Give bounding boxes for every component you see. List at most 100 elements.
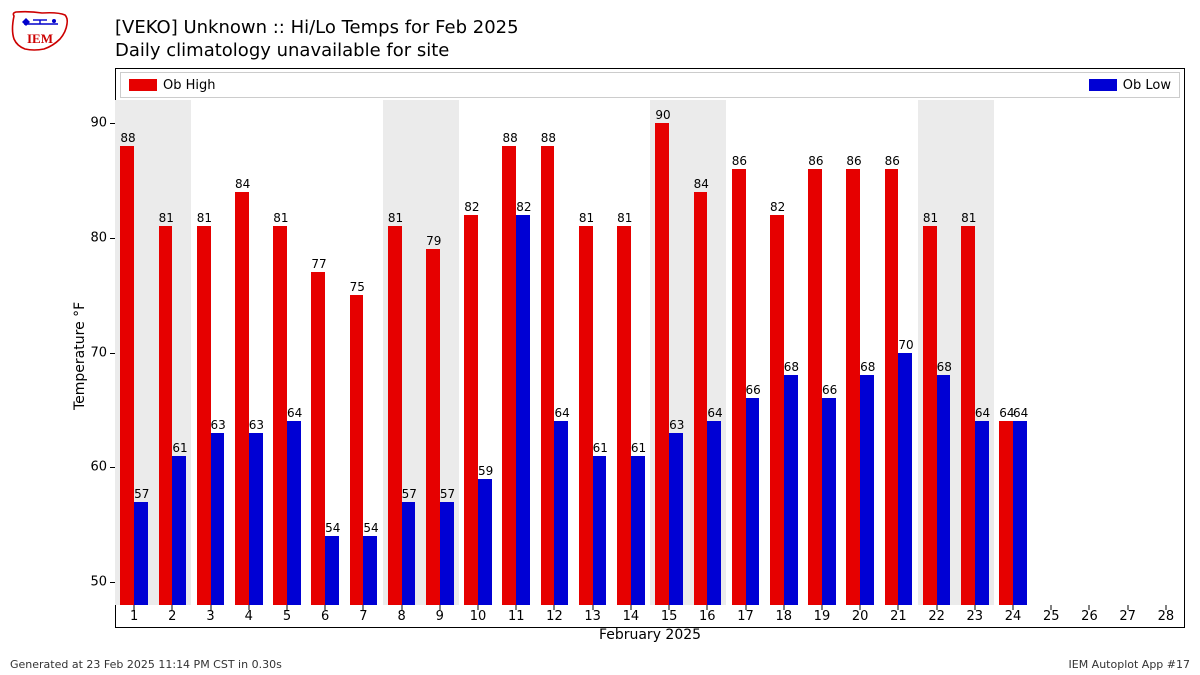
legend-item-high: Ob High [129,78,216,93]
bar-low-label: 61 [593,441,608,455]
bar-high-label: 86 [808,154,823,168]
bar-high-label: 81 [579,211,594,225]
x-tick-label: 19 [814,609,831,624]
bar-low [784,375,798,605]
bar-low-label: 57 [440,487,455,501]
bar-low [975,421,989,605]
x-tick-label: 14 [623,609,640,624]
bar-high [464,215,478,605]
bar-high [197,226,211,605]
bar-low-label: 64 [287,406,302,420]
bar-high-label: 81 [273,211,288,225]
x-tick-label: 26 [1081,609,1098,624]
y-tick-label: 60 [67,460,107,475]
bar-high [808,169,822,605]
x-tick-label: 15 [661,609,678,624]
x-tick-label: 13 [584,609,601,624]
x-tick-label: 6 [321,609,329,624]
bar-low-label: 64 [1013,406,1028,420]
bar-low [516,215,530,605]
footer-right: IEM Autoplot App #17 [1069,658,1191,671]
bar-low-label: 61 [172,441,187,455]
x-tick-label: 22 [928,609,945,624]
y-tick-label: 50 [67,575,107,590]
legend: Ob High Ob Low [120,72,1180,98]
bar-low [669,433,683,605]
bar-low [1013,421,1027,605]
bar-high-label: 77 [311,257,326,271]
bar-low [554,421,568,605]
x-tick-label: 20 [852,609,869,624]
bar-low-label: 63 [211,418,226,432]
bar-high [273,226,287,605]
x-tick-label: 28 [1158,609,1175,624]
bar-high-label: 86 [732,154,747,168]
bar-high [235,192,249,605]
bar-low [211,433,225,605]
bar-low [707,421,721,605]
bar-low-label: 64 [707,406,722,420]
bar-low-label: 54 [325,521,340,535]
x-tick-label: 5 [283,609,291,624]
bar-high-label: 90 [655,108,670,122]
bar-low-label: 68 [784,360,799,374]
bar-high [159,226,173,605]
bar-low [134,502,148,605]
bar-low-label: 68 [937,360,952,374]
bar-low [631,456,645,605]
bar-high-label: 82 [770,200,785,214]
legend-swatch-high [129,79,157,91]
bar-low-label: 63 [669,418,684,432]
bar-low [249,433,263,605]
y-axis-label: Temperature °F [72,302,88,410]
bar-high-label: 84 [694,177,709,191]
chart-title: [VEKO] Unknown :: Hi/Lo Temps for Feb 20… [115,16,519,63]
bar-high-label: 79 [426,234,441,248]
bar-low [287,421,301,605]
x-tick-label: 12 [546,609,563,624]
bar-high [426,249,440,605]
bar-high-label: 86 [885,154,900,168]
bar-high [999,421,1013,605]
bar-low-label: 70 [898,338,913,352]
bar-high [961,226,975,605]
bar-high-label: 81 [388,211,403,225]
x-tick-label: 3 [206,609,214,624]
x-tick-label: 18 [775,609,792,624]
bar-high-label: 88 [120,131,135,145]
bar-high-label: 81 [197,211,212,225]
iem-logo: IEM [10,10,70,52]
bar-high [311,272,325,605]
bar-low-label: 64 [554,406,569,420]
bar-high [694,192,708,605]
bar-high [502,146,516,605]
x-tick-label: 27 [1119,609,1136,624]
bar-low-label: 68 [860,360,875,374]
bar-high [617,226,631,605]
bar-high [885,169,899,605]
bar-low-label: 57 [402,487,417,501]
bar-high [579,226,593,605]
bar-low [172,456,186,605]
x-tick-label: 11 [508,609,525,624]
bar-low-label: 64 [975,406,990,420]
bar-high [923,226,937,605]
bar-high-label: 81 [923,211,938,225]
bar-high [541,146,555,605]
bar-low-label: 63 [249,418,264,432]
bar-high [350,295,364,605]
bar-low-label: 66 [746,383,761,397]
bar-low-label: 82 [516,200,531,214]
legend-item-low: Ob Low [1089,78,1171,93]
x-tick-label: 1 [130,609,138,624]
bar-low [822,398,836,605]
bar-high-label: 81 [961,211,976,225]
bar-high [388,226,402,605]
x-tick-label: 2 [168,609,176,624]
x-axis-label: February 2025 [599,627,701,643]
legend-label-high: Ob High [163,78,216,93]
bar-low [937,375,951,605]
bar-high-label: 84 [235,177,250,191]
x-tick-label: 4 [245,609,253,624]
bar-high-label: 81 [159,211,174,225]
